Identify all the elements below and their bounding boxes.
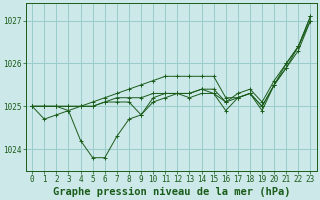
- X-axis label: Graphe pression niveau de la mer (hPa): Graphe pression niveau de la mer (hPa): [52, 186, 290, 197]
